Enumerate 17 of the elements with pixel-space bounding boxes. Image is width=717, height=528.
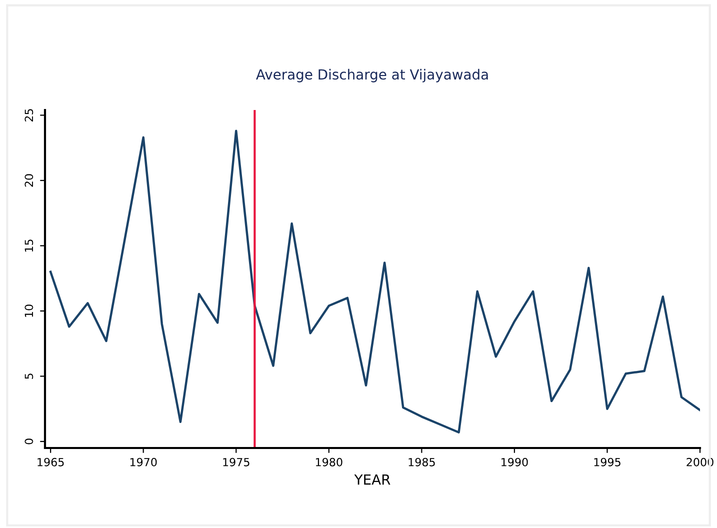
x-tick-label: 1995 bbox=[594, 458, 620, 466]
y-tick-label: 10 bbox=[24, 304, 34, 317]
y-tick-label: 25 bbox=[24, 109, 34, 122]
x-tick-label: 1980 bbox=[316, 458, 342, 466]
line-series bbox=[49, 130, 700, 434]
y-tick-label: 0 bbox=[24, 438, 34, 444]
x-tick-label: 1985 bbox=[408, 458, 435, 466]
y-tick-label: 20 bbox=[24, 174, 34, 187]
x-tick-label: 1965 bbox=[38, 458, 64, 466]
x-axis-title: YEAR bbox=[354, 474, 390, 485]
x-tick-label: 1970 bbox=[130, 458, 157, 466]
x-tick-label: 1975 bbox=[223, 458, 250, 466]
x-tick-label: 1990 bbox=[502, 458, 528, 466]
x-tick-label: 2000 bbox=[686, 458, 714, 466]
chart-title: Average Discharge at Vijayawada bbox=[256, 68, 488, 82]
y-tick-label: 5 bbox=[24, 374, 34, 379]
y-tick-label: 15 bbox=[24, 240, 34, 252]
